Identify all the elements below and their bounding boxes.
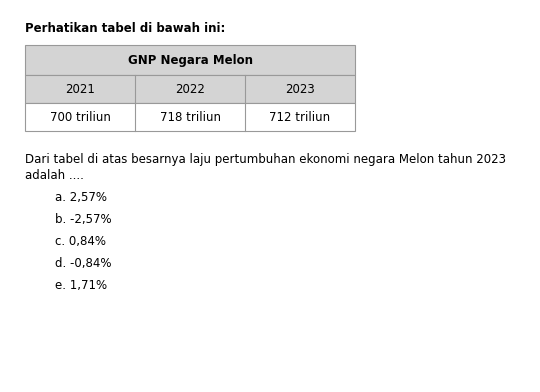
Text: 718 triliun: 718 triliun [159, 111, 220, 123]
Text: Dari tabel di atas besarnya laju pertumbuhan ekonomi negara Melon tahun 2023: Dari tabel di atas besarnya laju pertumb… [25, 153, 506, 166]
Text: 712 triliun: 712 triliun [269, 111, 330, 123]
Text: e. 1,71%: e. 1,71% [55, 279, 107, 292]
Text: GNP Negara Melon: GNP Negara Melon [127, 53, 253, 67]
Text: d. -0,84%: d. -0,84% [55, 257, 111, 270]
Text: a. 2,57%: a. 2,57% [55, 191, 107, 204]
Text: Perhatikan tabel di bawah ini:: Perhatikan tabel di bawah ini: [25, 22, 225, 35]
Bar [25, 75, 355, 103]
Bar [25, 103, 355, 131]
Text: b. -2,57%: b. -2,57% [55, 213, 112, 226]
Text: 700 triliun: 700 triliun [50, 111, 111, 123]
Text: 2022: 2022 [175, 82, 205, 96]
Text: 2021: 2021 [65, 82, 95, 96]
Bar [25, 45, 355, 75]
Text: adalah ....: adalah .... [25, 169, 84, 182]
Text: c. 0,84%: c. 0,84% [55, 235, 106, 248]
Text: 2023: 2023 [285, 82, 315, 96]
